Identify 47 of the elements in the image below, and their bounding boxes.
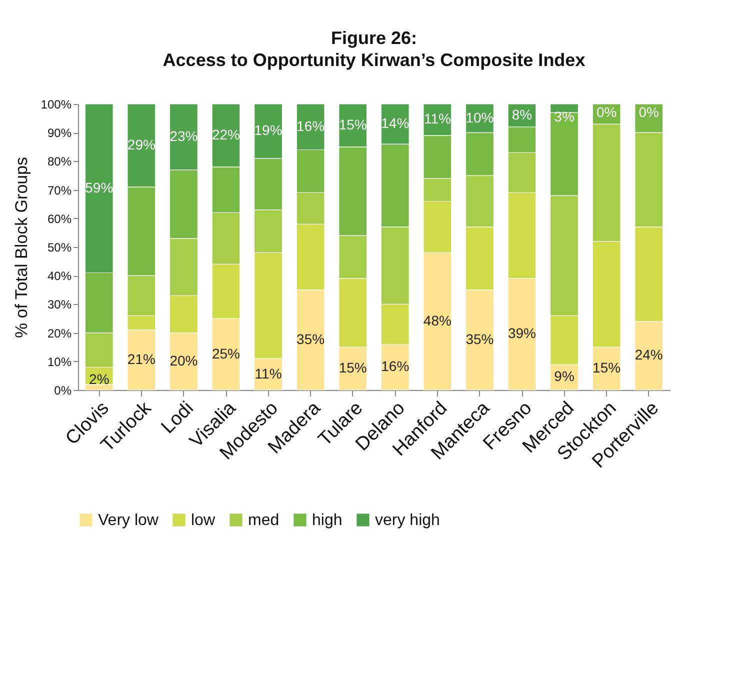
data-label: 29%	[127, 136, 156, 152]
data-label: 14%	[381, 115, 410, 132]
data-label: 11%	[424, 110, 451, 127]
y-tick-label: 0%	[54, 384, 72, 398]
data-label: 39%	[508, 325, 536, 342]
legend-label: med	[248, 512, 280, 529]
data-label: 24%	[634, 346, 663, 363]
legend-label: very high	[375, 512, 440, 529]
data-label: 19%	[254, 122, 282, 138]
data-label: 15%	[338, 360, 367, 376]
data-label: 15%	[592, 360, 621, 376]
data-label: 16%	[381, 358, 410, 374]
data-label: 22%	[212, 126, 240, 142]
data-label: 48%	[423, 312, 452, 328]
y-tick-label: 50%	[47, 240, 72, 254]
data-label: 2%	[89, 371, 110, 388]
y-tick-label: 30%	[47, 298, 72, 312]
y-axis-title: % of Total Block Groups	[12, 156, 31, 338]
legend-label: Very low	[98, 512, 159, 529]
data-label: 10%	[466, 109, 494, 126]
y-tick-label: 80%	[47, 154, 72, 169]
data-label: 20%	[170, 352, 198, 368]
data-label: 21%	[127, 350, 156, 367]
data-label: 16%	[296, 118, 325, 134]
legend-label: high	[312, 512, 342, 529]
data-label: 0%	[638, 104, 659, 120]
y-tick-label: 90%	[47, 126, 72, 140]
data-label: 8%	[512, 106, 532, 122]
data-label: 15%	[338, 116, 367, 132]
data-label: 35%	[466, 330, 494, 347]
data-label: 59%	[85, 179, 114, 196]
y-tick-label: 70%	[47, 183, 72, 198]
y-tick-label: 20%	[47, 326, 72, 340]
y-tick-label: 60%	[47, 212, 72, 226]
data-label: 3%	[554, 108, 574, 124]
data-label: 0%	[596, 104, 617, 120]
data-label: 11%	[254, 365, 282, 382]
data-label: 35%	[296, 330, 325, 347]
data-label: 25%	[212, 345, 240, 362]
y-tick-label: 10%	[47, 354, 72, 369]
y-tick-label: 100%	[40, 98, 72, 112]
data-label: 23%	[170, 128, 198, 144]
y-tick-label: 40%	[47, 269, 72, 284]
chart-subtitle: Access to Opportunity Kirwan’s Composite Index	[162, 50, 586, 70]
legend-label: low	[191, 512, 216, 529]
chart-title: Figure 26:	[330, 28, 418, 48]
data-label: 9%	[554, 368, 574, 384]
